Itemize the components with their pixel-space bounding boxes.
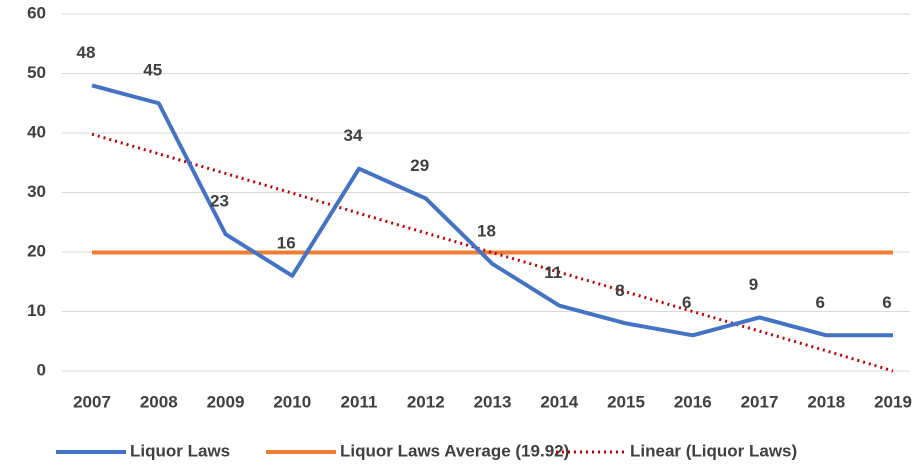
legend-label: Linear (Liquor Laws) <box>630 441 797 460</box>
y-tick-label: 50 <box>27 63 46 82</box>
y-tick-label: 10 <box>27 301 46 320</box>
y-tick-label: 20 <box>27 241 46 260</box>
x-tick-label: 2009 <box>207 392 245 411</box>
x-tick-label: 2018 <box>807 392 845 411</box>
x-tick-label: 2007 <box>73 392 111 411</box>
x-tick-label: 2017 <box>741 392 779 411</box>
y-tick-label: 60 <box>27 3 46 22</box>
x-tick-label: 2014 <box>540 392 578 411</box>
data-label: 16 <box>277 233 296 252</box>
data-label: 45 <box>143 61 162 80</box>
x-tick-label: 2019 <box>874 392 912 411</box>
series-line <box>91 132 894 373</box>
data-label: 11 <box>544 263 562 282</box>
x-tick-label: 2016 <box>674 392 712 411</box>
legend-label: Liquor Laws Average (19.92) <box>340 441 569 460</box>
data-label: 18 <box>477 221 496 240</box>
x-tick-label: 2012 <box>407 392 445 411</box>
x-tick-label: 2008 <box>140 392 178 411</box>
x-tick-label: 2010 <box>273 392 311 411</box>
y-tick-label: 0 <box>37 360 46 379</box>
data-label: 6 <box>682 293 691 312</box>
y-tick-label: 30 <box>27 182 46 201</box>
x-tick-label: 2011 <box>341 392 378 411</box>
data-label: 23 <box>210 192 229 211</box>
x-tick-label: 2013 <box>474 392 512 411</box>
data-label: 48 <box>77 43 96 62</box>
data-label: 9 <box>749 275 758 294</box>
legend-label: Liquor Laws <box>130 441 230 460</box>
x-tick-label: 2015 <box>607 392 645 411</box>
data-label: 8 <box>615 281 624 300</box>
data-label: 6 <box>816 293 825 312</box>
data-label: 34 <box>344 126 363 145</box>
series-line <box>91 83 893 338</box>
y-tick-label: 40 <box>27 122 46 141</box>
data-label: 6 <box>882 293 891 312</box>
data-label: 29 <box>410 156 429 175</box>
